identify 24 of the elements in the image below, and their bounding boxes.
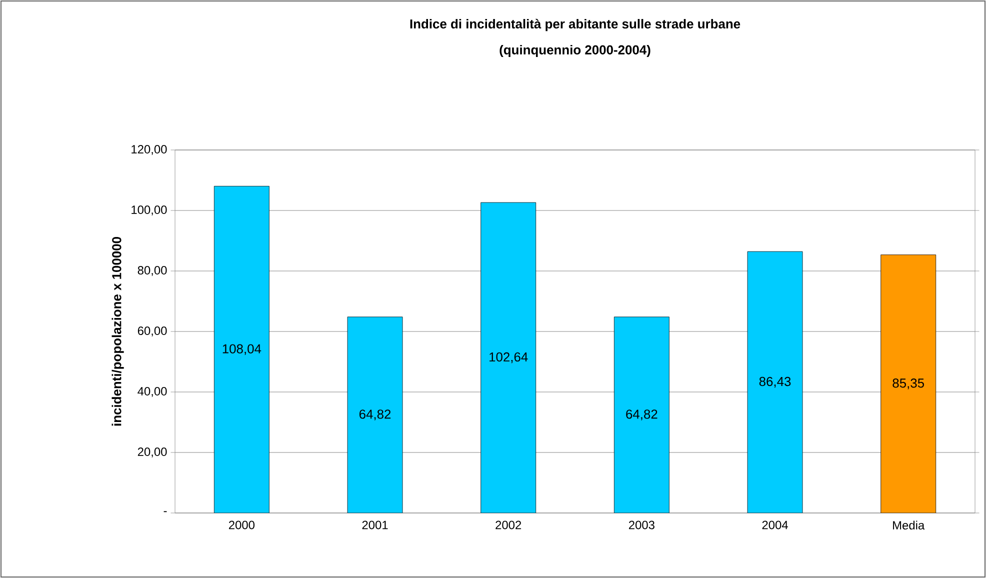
x-tick-label: 2004 bbox=[762, 520, 788, 530]
y-tick-label: - bbox=[164, 511, 167, 512]
chart-title: Indice di incidentalità per abitante sulle strade urbane bbox=[410, 18, 740, 32]
data-label: 64,82 bbox=[626, 410, 658, 420]
bar bbox=[347, 316, 403, 513]
x-tick-label: 2003 bbox=[628, 520, 654, 530]
y-tick-label: 120,00 bbox=[132, 145, 167, 155]
y-tick-label: 60,00 bbox=[138, 326, 167, 336]
y-tick-label: 100,00 bbox=[132, 206, 167, 216]
x-tick-label: 2002 bbox=[496, 520, 522, 530]
data-label: 108,04 bbox=[222, 344, 262, 355]
x-tick-label: 2001 bbox=[362, 520, 388, 530]
x-tick-label: 2000 bbox=[228, 520, 255, 530]
y-tick-label: 80,00 bbox=[138, 266, 167, 276]
y-axis-title: incidenti/popolazione x 100000 bbox=[112, 237, 124, 426]
data-label: 85,35 bbox=[892, 378, 924, 390]
y-tick-label: 40,00 bbox=[138, 387, 167, 397]
x-tick-label: Media bbox=[893, 520, 925, 530]
chart-subtitle: (quinquennio 2000-2004) bbox=[500, 44, 650, 58]
y-tick-label: 20,00 bbox=[138, 448, 167, 458]
data-label: 102,64 bbox=[490, 352, 528, 364]
data-label: 86,43 bbox=[759, 376, 791, 388]
bar bbox=[747, 251, 803, 513]
data-label: 64,82 bbox=[359, 410, 391, 420]
